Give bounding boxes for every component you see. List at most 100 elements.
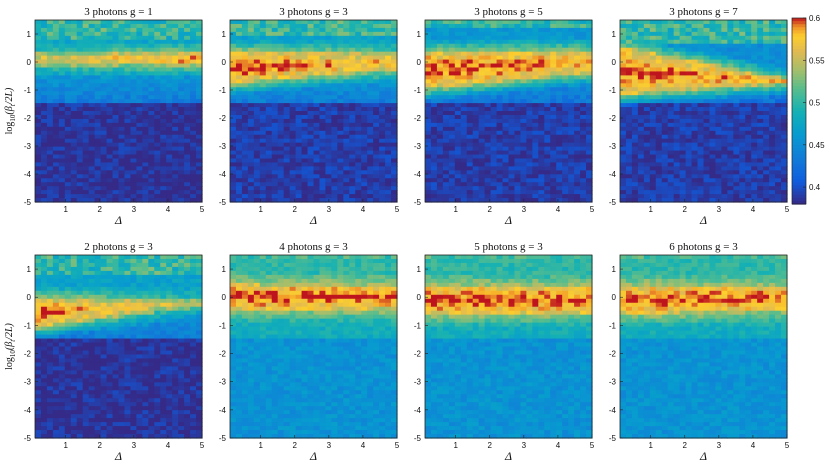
heatmap-cell: [691, 126, 699, 132]
heatmap-cell: [178, 51, 185, 57]
heatmap-cell: [667, 174, 675, 179]
heatmap-cell: [472, 111, 480, 116]
heatmap-cell: [709, 111, 717, 116]
heatmap-cell: [544, 35, 551, 41]
heatmap-cell: [307, 134, 315, 140]
heatmap-cell: [544, 138, 551, 144]
heatmap-cell: [166, 63, 173, 69]
heatmap-cell: [385, 134, 392, 140]
heatmap-cell: [76, 51, 84, 57]
heatmap-cell: [520, 111, 527, 116]
heatmap-cell: [739, 182, 746, 187]
heatmap-cell: [343, 111, 350, 116]
heatmap-cell: [283, 158, 291, 164]
heatmap-cell: [82, 154, 90, 160]
heatmap-cell: [454, 174, 462, 179]
heatmap-cell: [301, 67, 309, 73]
heatmap-cell: [325, 166, 332, 171]
heatmap-cell: [337, 95, 344, 100]
heatmap-cell: [367, 150, 374, 156]
heatmap-cell: [460, 166, 468, 171]
heatmap-cell: [679, 130, 687, 136]
heatmap-cell: [124, 103, 132, 108]
heatmap-cell: [733, 142, 740, 148]
heatmap-cell: [532, 107, 539, 112]
heatmap-cell: [235, 51, 243, 57]
heatmap-cell: [425, 134, 432, 140]
heatmap-cell: [235, 194, 243, 199]
heatmap-cell: [385, 51, 392, 57]
heatmap-cell: [436, 134, 444, 140]
heatmap-cell: [301, 107, 309, 112]
heatmap-cell: [655, 142, 663, 148]
heatmap-cell: [655, 118, 663, 124]
heatmap-cell: [733, 130, 740, 136]
heatmap-cell: [271, 27, 279, 33]
heatmap-cell: [349, 118, 356, 124]
heatmap-cell: [709, 75, 717, 80]
heatmap-cell: [319, 118, 327, 124]
heatmap-cell: [166, 95, 173, 100]
heatmap-cell: [100, 23, 108, 29]
heatmap-cell: [727, 158, 734, 164]
heatmap-cell: [94, 47, 102, 53]
heatmap-cell: [52, 20, 60, 25]
heatmap-cell: [142, 154, 149, 160]
heatmap-cell: [490, 95, 498, 100]
heatmap-cell: [562, 162, 569, 167]
heatmap-cell: [241, 170, 249, 175]
heatmap-cell: [586, 79, 593, 84]
heatmap-cell: [331, 23, 338, 29]
heatmap-cell: [520, 134, 527, 140]
heatmap-cell: [733, 23, 740, 29]
heatmap-cell: [625, 71, 633, 76]
heatmap-cell: [196, 47, 203, 53]
heatmap-cell: [460, 122, 468, 128]
heatmap-cell: [184, 23, 191, 29]
heatmap-cell: [751, 27, 758, 33]
heatmap-cell: [307, 178, 315, 183]
heatmap-cell: [349, 99, 356, 104]
heatmap-cell: [544, 130, 551, 136]
heatmap-cell: [643, 182, 651, 187]
heatmap-cell: [160, 87, 167, 92]
heatmap-cell: [235, 138, 243, 144]
heatmap-cell: [307, 130, 315, 136]
heatmap-cell: [625, 63, 633, 69]
panel-title: 3 photons g = 1: [84, 6, 153, 18]
heatmap-cell: [703, 87, 711, 92]
heatmap-cell: [490, 79, 498, 84]
heatmap-cell: [472, 146, 480, 152]
heatmap-cell: [154, 87, 161, 92]
heatmap-cell: [235, 27, 243, 33]
heatmap-cell: [673, 71, 681, 76]
heatmap-cell: [313, 150, 321, 156]
heatmap-cell: [277, 20, 285, 25]
heatmap-cell: [88, 114, 96, 120]
heatmap-cell: [691, 186, 699, 191]
heatmap-cell: [532, 91, 539, 96]
heatmap-cell: [391, 75, 398, 80]
heatmap-cell: [58, 174, 66, 179]
heatmap-cell: [745, 51, 752, 57]
heatmap-cell: [241, 91, 249, 96]
heatmap-cell: [425, 79, 432, 84]
heatmap-cell: [538, 63, 545, 69]
heatmap-cell: [550, 146, 557, 152]
heatmap-cell: [283, 142, 291, 148]
heatmap-cell: [568, 170, 575, 175]
heatmap-cell: [118, 138, 126, 144]
heatmap-cell: [319, 59, 327, 65]
heatmap-cell: [331, 146, 338, 152]
heatmap-cell: [178, 134, 185, 140]
heatmap-cell: [289, 99, 297, 104]
heatmap-cell: [160, 51, 167, 57]
heatmap-cell: [562, 118, 569, 124]
heatmap-cell: [727, 91, 734, 96]
heatmap-cell: [349, 75, 356, 80]
heatmap-cell: [58, 71, 66, 76]
heatmap-cell: [460, 174, 468, 179]
heatmap-cell: [58, 122, 66, 128]
heatmap-cell: [673, 91, 681, 96]
heatmap-cell: [349, 170, 356, 175]
